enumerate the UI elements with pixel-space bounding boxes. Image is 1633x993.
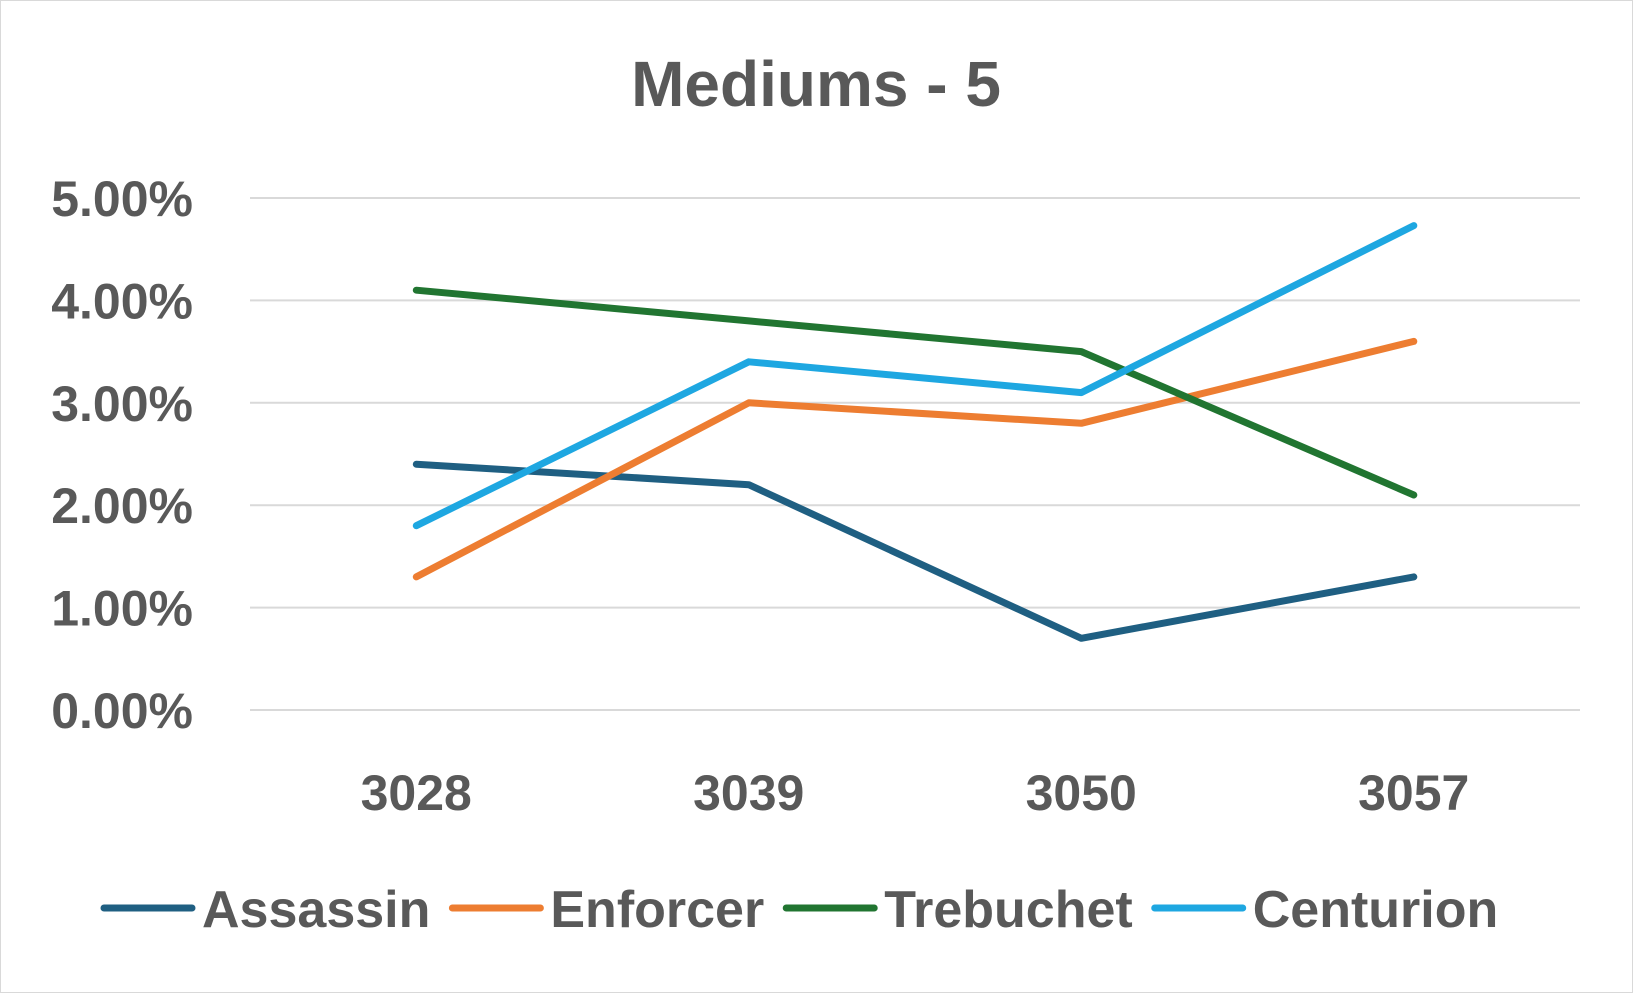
- series-line-assassin: [412, 460, 1418, 642]
- series-line-enforcer: [412, 337, 1418, 581]
- x-tick-label: 3050: [1026, 765, 1137, 821]
- y-tick-label: 4.00%: [51, 273, 193, 329]
- y-tick-label: 5.00%: [51, 171, 193, 227]
- legend-label-enforcer: Enforcer: [550, 881, 764, 939]
- series-lines: [412, 222, 1418, 642]
- legend-label-centurion: Centurion: [1253, 881, 1499, 939]
- y-tick-label: 3.00%: [51, 376, 193, 432]
- chart-title: Mediums - 5: [631, 48, 1001, 120]
- legend: Assassin Enforcer Trebuchet Centurion: [100, 881, 1499, 939]
- x-tick-label: 3039: [693, 765, 804, 821]
- y-tick-label: 1.00%: [51, 581, 193, 637]
- gridlines: [250, 197, 1580, 711]
- y-tick-label: 2.00%: [51, 478, 193, 534]
- series-line-trebuchet: [412, 286, 1418, 499]
- x-axis-ticks: 3028 3039 3050 3057: [361, 765, 1470, 821]
- series-line-centurion: [412, 222, 1418, 530]
- x-tick-label: 3057: [1358, 765, 1469, 821]
- legend-label-trebuchet: Trebuchet: [884, 881, 1133, 939]
- y-tick-label: 0.00%: [51, 683, 193, 739]
- y-axis-ticks: 0.00% 1.00% 2.00% 3.00% 4.00% 5.00%: [51, 171, 193, 739]
- x-tick-label: 3028: [361, 765, 472, 821]
- legend-label-assassin: Assassin: [202, 881, 430, 939]
